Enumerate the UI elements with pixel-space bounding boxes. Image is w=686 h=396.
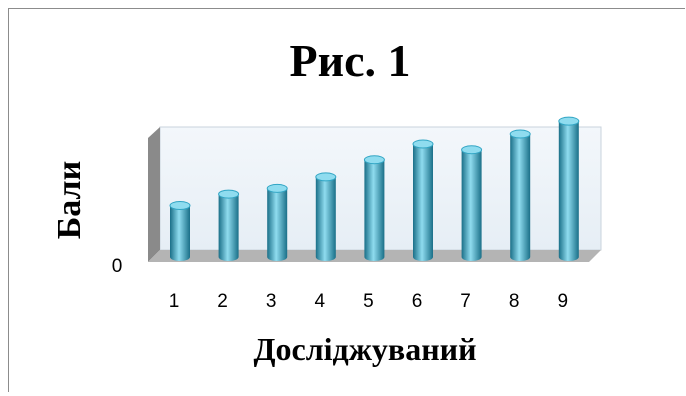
bar-top [509,129,531,139]
bar-6 [412,139,434,261]
bar-2 [218,189,240,261]
bar-top [461,145,483,155]
bar-body [413,144,433,261]
y-tick-label: 0 [112,256,123,277]
bar-top [315,172,337,182]
x-tick-label: 6 [412,291,423,312]
bar-body [461,149,482,261]
x-tick-label: 3 [266,291,277,312]
bar-body [315,176,336,261]
y-axis-label: Бали [51,161,88,239]
bar-top [363,155,385,165]
x-tick-label: 7 [460,291,471,312]
bar-top [412,139,434,149]
bar-top [169,201,191,211]
bar-3 [266,183,288,261]
x-tick-label: 2 [217,291,228,312]
x-tick-label: 9 [558,291,569,312]
bar-9 [558,116,580,262]
x-tick-label: 8 [509,291,520,312]
bar-body [558,121,579,262]
x-tick-label: 4 [315,291,326,312]
bar-top [558,116,580,126]
x-axis-label: Досліджуваний [253,331,476,367]
bar-1 [169,201,191,261]
bar-top [218,189,240,199]
chart-side-wall [148,127,160,262]
bar-body [364,159,385,261]
bar-8 [509,129,531,261]
bar-body [170,205,190,261]
chart-title: Рис. 1 [289,35,410,86]
bar-body [267,188,288,261]
bar-4 [315,172,337,261]
bar-body [218,194,239,261]
bar-body [510,134,531,261]
bar-top [266,183,288,193]
bar-5 [363,155,385,261]
x-tick-label: 1 [169,291,180,312]
x-tick-label: 5 [363,291,374,312]
bar-7 [461,145,483,261]
